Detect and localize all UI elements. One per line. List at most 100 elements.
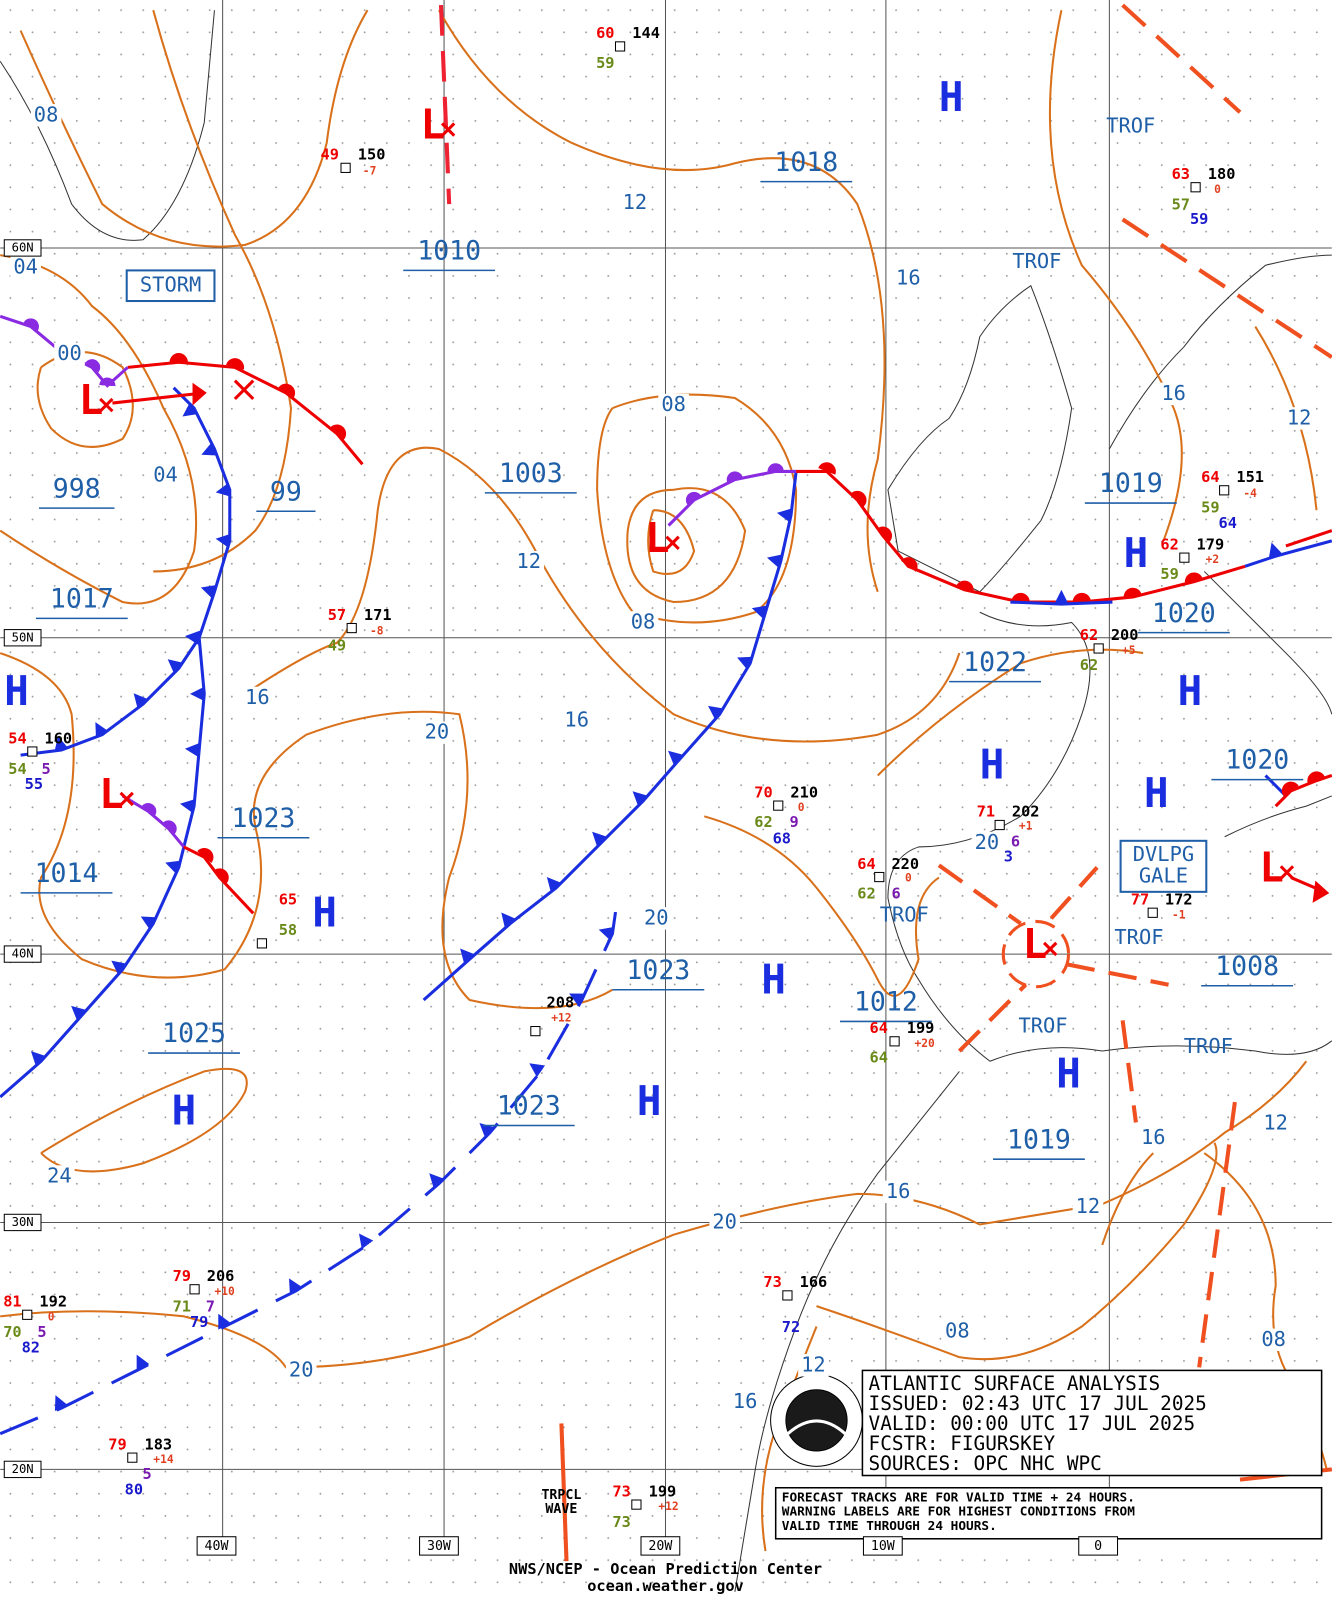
isobar-label: 08 bbox=[34, 102, 59, 126]
station-value: 180 bbox=[1208, 165, 1236, 183]
station-value: 199 bbox=[649, 1482, 677, 1500]
station-value: 206 bbox=[207, 1267, 235, 1285]
label-bg bbox=[1260, 1112, 1291, 1135]
label-bg bbox=[971, 831, 1003, 855]
station-value: 171 bbox=[364, 606, 392, 624]
pressure-label: 1012 bbox=[854, 987, 918, 1018]
pressure-label: 1025 bbox=[162, 1018, 226, 1049]
lon-label-box bbox=[1078, 1536, 1119, 1556]
lat-label: 60N bbox=[12, 240, 34, 254]
station-value: 58 bbox=[279, 921, 297, 939]
station-value: 200 bbox=[1111, 626, 1139, 644]
station-value: 64 bbox=[1219, 514, 1237, 532]
isobar-label: 16 bbox=[1161, 381, 1186, 405]
station-value: 82 bbox=[22, 1338, 40, 1356]
station-value: 64 bbox=[1201, 468, 1219, 486]
station-value: -4 bbox=[1243, 487, 1257, 500]
warning-label: DVLPG bbox=[1133, 842, 1194, 866]
station-symbol bbox=[346, 622, 357, 634]
lat-label: 40N bbox=[12, 947, 34, 961]
station-value: 55 bbox=[25, 775, 43, 793]
station-symbol bbox=[1190, 182, 1201, 193]
pressure-label: 1020 bbox=[1225, 745, 1289, 776]
info-line: VALID: 00:00 UTC 17 JUL 2025 bbox=[869, 1412, 1196, 1435]
warning-box bbox=[1119, 839, 1208, 893]
isobar-label: 08 bbox=[945, 1319, 970, 1343]
station-symbol bbox=[889, 1036, 900, 1047]
pressure-label: 1020 bbox=[1152, 598, 1216, 629]
lat-label-box bbox=[3, 945, 42, 963]
tropical-wave-label: TRPCL bbox=[541, 1488, 581, 1503]
tropical-wave-label: WAVE bbox=[545, 1502, 577, 1517]
label-bg bbox=[942, 1320, 973, 1343]
pressure-label: 1022 bbox=[963, 647, 1027, 678]
high-center: H bbox=[312, 888, 337, 936]
high-center: H bbox=[939, 73, 964, 121]
pressure-label: 1023 bbox=[626, 955, 690, 986]
isobar-label: 12 bbox=[1263, 1110, 1288, 1134]
isobar-label: 16 bbox=[564, 707, 589, 731]
station-symbol bbox=[1179, 552, 1190, 563]
isobar-label: 08 bbox=[1261, 1327, 1286, 1351]
pressure-label: 1019 bbox=[1099, 468, 1163, 499]
isobar-label: 24 bbox=[47, 1164, 72, 1188]
lat-label-box bbox=[3, 1460, 42, 1479]
station-value: 71 bbox=[173, 1298, 191, 1316]
label-bg bbox=[150, 464, 181, 487]
isobar-label: 12 bbox=[623, 190, 648, 214]
label-bg bbox=[30, 104, 62, 127]
notice-line: VALID TIME THROUGH 24 HOURS. bbox=[782, 1519, 997, 1534]
pressure-label: 1010 bbox=[417, 236, 481, 267]
trough-label: TROF bbox=[1114, 925, 1163, 949]
label-bg bbox=[798, 1354, 829, 1377]
station-value: 3 bbox=[1004, 848, 1013, 866]
isobar-label: 20 bbox=[712, 1209, 737, 1233]
isobar-label: 08 bbox=[661, 392, 686, 416]
station-value: -7 bbox=[363, 164, 377, 177]
isobar-label: 12 bbox=[1076, 1194, 1101, 1218]
station-value: 73 bbox=[763, 1273, 781, 1291]
station-symbol bbox=[22, 1309, 33, 1320]
low-x bbox=[1042, 941, 1058, 957]
label-bg bbox=[285, 1359, 317, 1382]
station-value: 179 bbox=[1197, 535, 1225, 553]
pressure-label: 998 bbox=[53, 473, 101, 504]
station-value: 5 bbox=[41, 760, 50, 778]
footer-line: NWS/NCEP - Ocean Prediction Center bbox=[509, 1560, 822, 1578]
station-symbol bbox=[994, 819, 1005, 831]
station-value: 79 bbox=[190, 1313, 208, 1331]
label-bg bbox=[658, 393, 689, 417]
station-value: 59 bbox=[596, 54, 614, 72]
low-x bbox=[99, 397, 114, 413]
station-value: 73 bbox=[612, 1513, 630, 1531]
notice-box bbox=[774, 1486, 1323, 1540]
label-bg bbox=[1137, 1126, 1169, 1149]
lon-label-box bbox=[640, 1536, 681, 1556]
station-symbol bbox=[27, 746, 38, 757]
station-value: 71 bbox=[977, 803, 995, 821]
label-bg bbox=[44, 1165, 75, 1188]
station-value: 68 bbox=[773, 829, 791, 847]
noaa-logo bbox=[770, 1373, 863, 1467]
label-bg bbox=[1072, 1195, 1104, 1219]
station-symbol bbox=[340, 162, 351, 173]
station-symbol bbox=[874, 871, 885, 883]
trough-label: TROF bbox=[1184, 1034, 1233, 1058]
station-symbol bbox=[256, 938, 268, 949]
footer-line: ocean.weather.gov bbox=[587, 1577, 744, 1595]
station-symbol bbox=[614, 41, 626, 52]
station-symbol bbox=[530, 1026, 541, 1037]
station-symbol bbox=[1219, 485, 1230, 496]
station-value: 81 bbox=[3, 1293, 21, 1311]
low-x bbox=[119, 791, 134, 807]
station-value: 0 bbox=[48, 1310, 55, 1323]
pressure-label: 1023 bbox=[497, 1091, 561, 1122]
label-bg bbox=[627, 611, 659, 634]
lat-label: 30N bbox=[12, 1215, 34, 1229]
station-value: 0 bbox=[905, 872, 912, 885]
label-bg bbox=[709, 1211, 740, 1234]
station-value: 62 bbox=[1080, 656, 1098, 674]
high-center: H bbox=[761, 956, 786, 1004]
station-value: +12 bbox=[551, 1011, 571, 1024]
station-value: 62 bbox=[857, 884, 875, 902]
